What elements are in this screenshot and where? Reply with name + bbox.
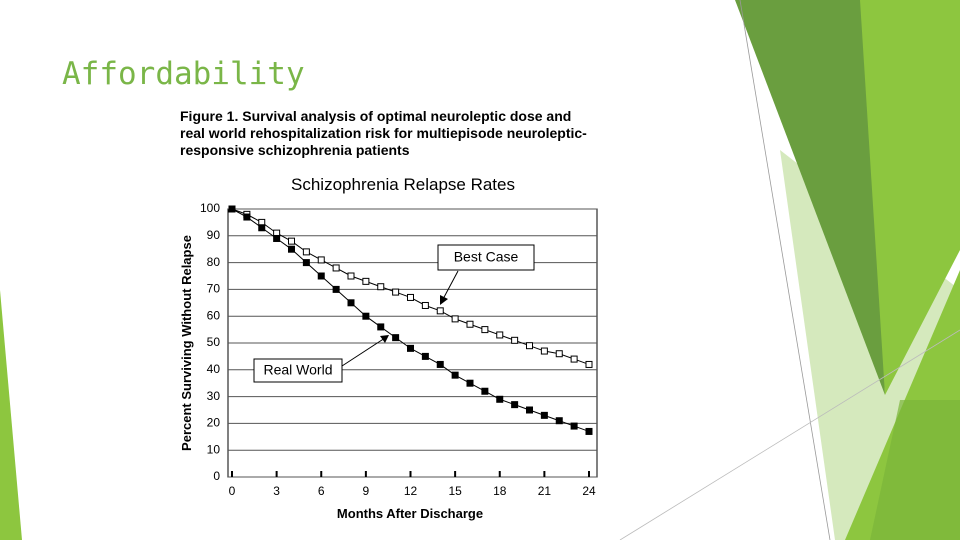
point <box>481 326 489 334</box>
point <box>496 395 504 403</box>
y-tick-label: 90 <box>207 228 221 242</box>
point <box>585 360 593 368</box>
annotation-box <box>437 244 535 271</box>
point <box>511 401 519 409</box>
point <box>421 301 429 309</box>
x-tick-label: 6 <box>318 484 325 498</box>
decoration <box>0 290 22 540</box>
point <box>362 312 370 320</box>
point <box>540 347 548 355</box>
point <box>392 288 400 296</box>
chart-title: Schizophrenia Relapse Rates <box>291 175 515 194</box>
point <box>555 350 563 358</box>
x-tick-label: 15 <box>448 484 462 498</box>
decoration <box>739 0 831 540</box>
x-axis-label: Months After Discharge <box>337 506 483 521</box>
annotation-arrow <box>441 270 459 302</box>
annotation-arrow <box>380 335 389 343</box>
point <box>317 256 325 264</box>
point <box>481 387 489 395</box>
legend-label: Real World <box>264 362 333 378</box>
point <box>243 213 251 221</box>
legend-label: Best Case <box>454 249 519 265</box>
y-axis-label: Percent Surviving Without Relapse <box>179 235 194 451</box>
caption: Figure 1. Survival analysis of optimal n… <box>180 108 571 124</box>
x-tick-label: 0 <box>229 484 236 498</box>
point <box>585 427 593 435</box>
point <box>451 315 459 323</box>
y-tick-label: 70 <box>207 282 221 296</box>
point <box>436 307 444 315</box>
caption: responsive schizophrenia patients <box>180 142 410 158</box>
y-tick-label: 20 <box>207 416 221 430</box>
point <box>258 224 266 232</box>
point <box>570 422 578 430</box>
y-tick-label: 50 <box>207 335 221 349</box>
point <box>421 352 429 360</box>
point <box>273 234 281 242</box>
x-tick-label: 18 <box>493 484 507 498</box>
x-tick-label: 21 <box>538 484 552 498</box>
slide-title: Affordability <box>62 56 305 92</box>
point <box>511 336 519 344</box>
point <box>288 237 295 245</box>
point <box>526 342 533 350</box>
point <box>555 417 563 425</box>
point <box>466 379 474 387</box>
annotation-arrow <box>341 337 386 367</box>
decoration <box>860 0 960 395</box>
y-tick-label: 60 <box>207 308 221 322</box>
x-tick-label: 24 <box>582 484 596 498</box>
point <box>570 355 578 363</box>
point <box>407 344 414 352</box>
point <box>392 334 400 342</box>
point <box>526 406 533 414</box>
series-line <box>231 208 590 432</box>
y-tick-label: 80 <box>207 255 221 269</box>
point <box>347 299 355 307</box>
point <box>228 205 236 213</box>
point <box>466 320 474 328</box>
decoration <box>735 0 885 395</box>
point <box>377 323 385 331</box>
x-tick-label: 12 <box>404 484 418 498</box>
point <box>332 264 340 272</box>
point <box>407 293 414 301</box>
caption: real world rehospitalization risk for mu… <box>180 125 587 141</box>
point <box>317 272 325 280</box>
point <box>436 360 444 368</box>
series-line <box>231 208 590 365</box>
annotation-box <box>253 358 343 383</box>
point <box>288 245 295 253</box>
point <box>347 272 355 280</box>
decoration <box>619 329 960 540</box>
point <box>332 285 340 293</box>
point <box>302 248 310 256</box>
y-tick-label: 10 <box>207 442 221 456</box>
point <box>451 371 459 379</box>
y-tick-label: 100 <box>200 201 220 215</box>
y-tick-label: 30 <box>207 389 221 403</box>
point <box>302 259 310 267</box>
point <box>377 283 385 291</box>
x-tick-label: 9 <box>363 484 370 498</box>
point <box>540 411 548 419</box>
x-tick-label: 3 <box>273 484 280 498</box>
decoration <box>870 400 960 540</box>
point <box>496 331 504 339</box>
y-tick-label: 0 <box>213 469 220 483</box>
annotation-arrow <box>440 295 448 305</box>
point <box>362 277 370 285</box>
y-tick-label: 40 <box>207 362 221 376</box>
